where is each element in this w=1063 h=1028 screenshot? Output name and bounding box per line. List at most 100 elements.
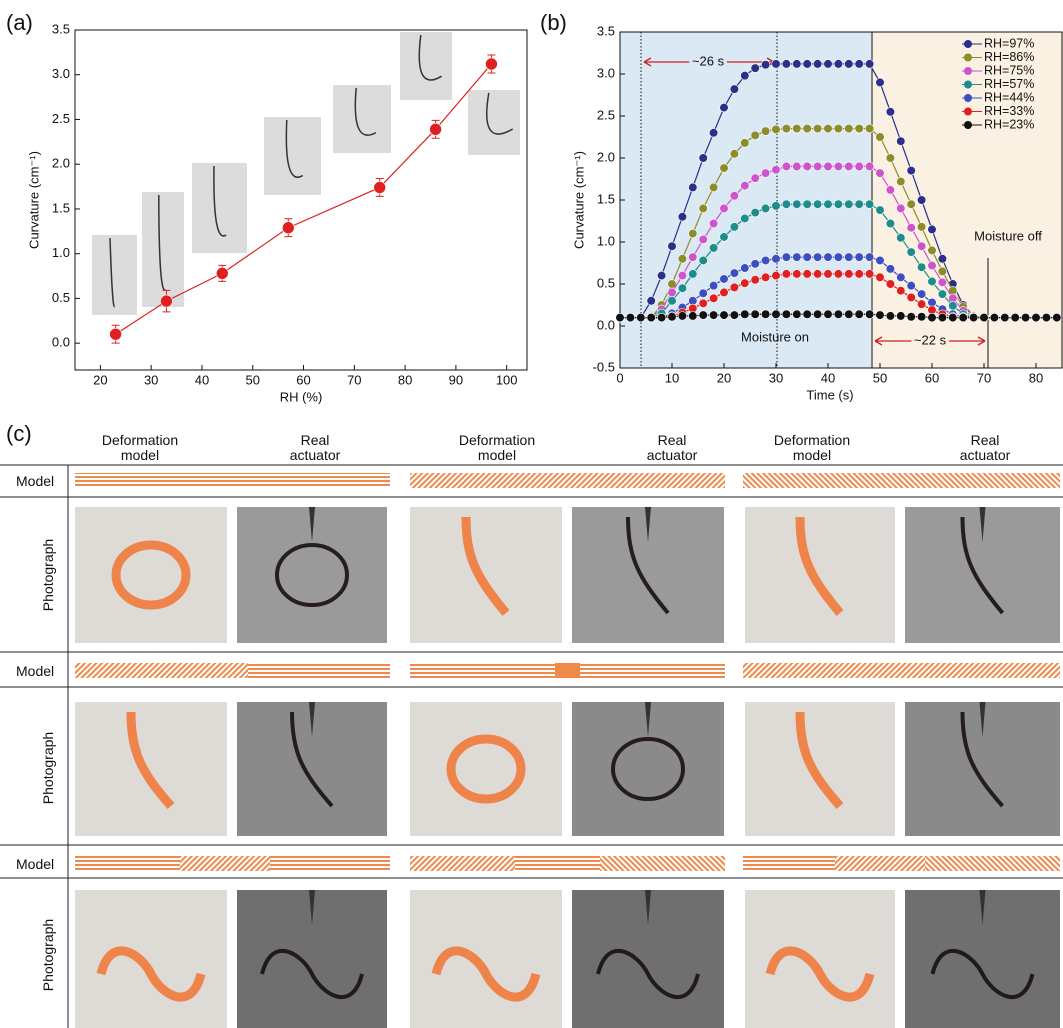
- inset-photo: [264, 117, 321, 195]
- model-strip: [835, 856, 925, 871]
- data-point: [885, 153, 896, 163]
- data-point: [875, 132, 885, 142]
- data-point: [823, 269, 833, 279]
- actuator-shape: [275, 543, 350, 607]
- legend-marker: [964, 80, 972, 89]
- inset-actuator: [109, 237, 116, 308]
- data-point: [160, 294, 173, 308]
- data-point: [760, 272, 771, 282]
- data-point: [698, 298, 708, 308]
- data-point: [854, 252, 864, 262]
- tweezers: [309, 702, 315, 737]
- data-point: [615, 313, 625, 323]
- data-point: [823, 59, 833, 69]
- photo: [410, 507, 562, 643]
- data-point: [708, 293, 719, 303]
- data-point: [875, 310, 885, 320]
- data-point: [719, 102, 729, 113]
- data-point: [771, 254, 781, 264]
- data-point: [677, 212, 688, 222]
- data-point: [698, 288, 708, 298]
- data-point: [864, 309, 875, 319]
- model-strip: [75, 473, 390, 488]
- actuator-shape: [795, 711, 844, 809]
- data-point: [771, 271, 781, 281]
- data-point: [844, 59, 854, 69]
- data-point: [719, 274, 729, 284]
- data-point: [916, 195, 927, 205]
- legend-marker: [964, 53, 972, 62]
- column-header: Deformation model: [101, 432, 179, 463]
- tweezers: [309, 507, 315, 542]
- model-strip: [410, 473, 725, 488]
- data-point: [802, 199, 812, 209]
- data-point: [916, 312, 927, 322]
- legend-marker: [964, 67, 972, 75]
- x-tick-label: 20: [717, 370, 731, 385]
- data-point: [916, 262, 927, 272]
- data-point: [792, 269, 802, 279]
- data-point: [885, 264, 896, 274]
- actuator-shape: [930, 948, 1035, 1000]
- data-point: [781, 309, 792, 319]
- data-point: [854, 309, 864, 319]
- y-tick-label: 1.5: [597, 191, 615, 206]
- data-point: [833, 161, 844, 171]
- data-point: [927, 245, 937, 255]
- data-point: [896, 311, 906, 321]
- data-point: [802, 309, 812, 319]
- y-tick-label: 2.0: [597, 149, 615, 164]
- data-point: [792, 161, 802, 171]
- data-point: [937, 254, 948, 264]
- legend-label: RH=75%: [984, 63, 1034, 77]
- data-point: [636, 313, 646, 323]
- annotation: Moisture on: [741, 329, 809, 344]
- data-point: [885, 311, 896, 321]
- x-tick-label: 60: [296, 372, 310, 387]
- data-point: [885, 218, 896, 229]
- y-tick-label: 0.0: [52, 335, 70, 350]
- model-strip: [248, 663, 390, 678]
- data-point: [667, 296, 677, 306]
- data-point: [812, 59, 823, 69]
- x-tick-label: 40: [195, 372, 209, 387]
- data-point: [896, 136, 906, 146]
- data-point: [688, 311, 698, 321]
- data-point: [677, 311, 688, 321]
- actuator-shape: [960, 711, 1004, 808]
- data-point: [750, 309, 760, 319]
- photo: [410, 890, 562, 1028]
- model-strip: [75, 663, 248, 678]
- data-point: [760, 168, 771, 178]
- data-point: [781, 269, 792, 279]
- data-point: [812, 124, 823, 134]
- data-point: [719, 163, 729, 173]
- data-point: [896, 286, 906, 296]
- model-strip: [515, 856, 600, 871]
- data-point: [688, 182, 698, 192]
- data-point: [740, 278, 750, 288]
- data-point: [864, 124, 875, 134]
- data-point: [740, 213, 750, 224]
- photo: [745, 702, 895, 836]
- data-point: [688, 269, 698, 279]
- data-point: [854, 124, 864, 134]
- data-point: [812, 199, 823, 209]
- data-point: [677, 254, 688, 264]
- annotation: ~22 s: [914, 332, 947, 347]
- data-point: [698, 203, 708, 213]
- data-point: [1052, 313, 1062, 323]
- data-point: [792, 252, 802, 262]
- data-point: [802, 124, 812, 134]
- data-point: [109, 327, 122, 341]
- data-point: [812, 269, 823, 279]
- data-point: [792, 124, 802, 134]
- inset-photo: [333, 85, 391, 153]
- data-point: [937, 277, 948, 287]
- plot-frame: [74, 29, 528, 371]
- data-point: [1031, 313, 1041, 323]
- legend-marker: [964, 107, 972, 116]
- data-point: [823, 124, 833, 134]
- data-point: [844, 269, 854, 279]
